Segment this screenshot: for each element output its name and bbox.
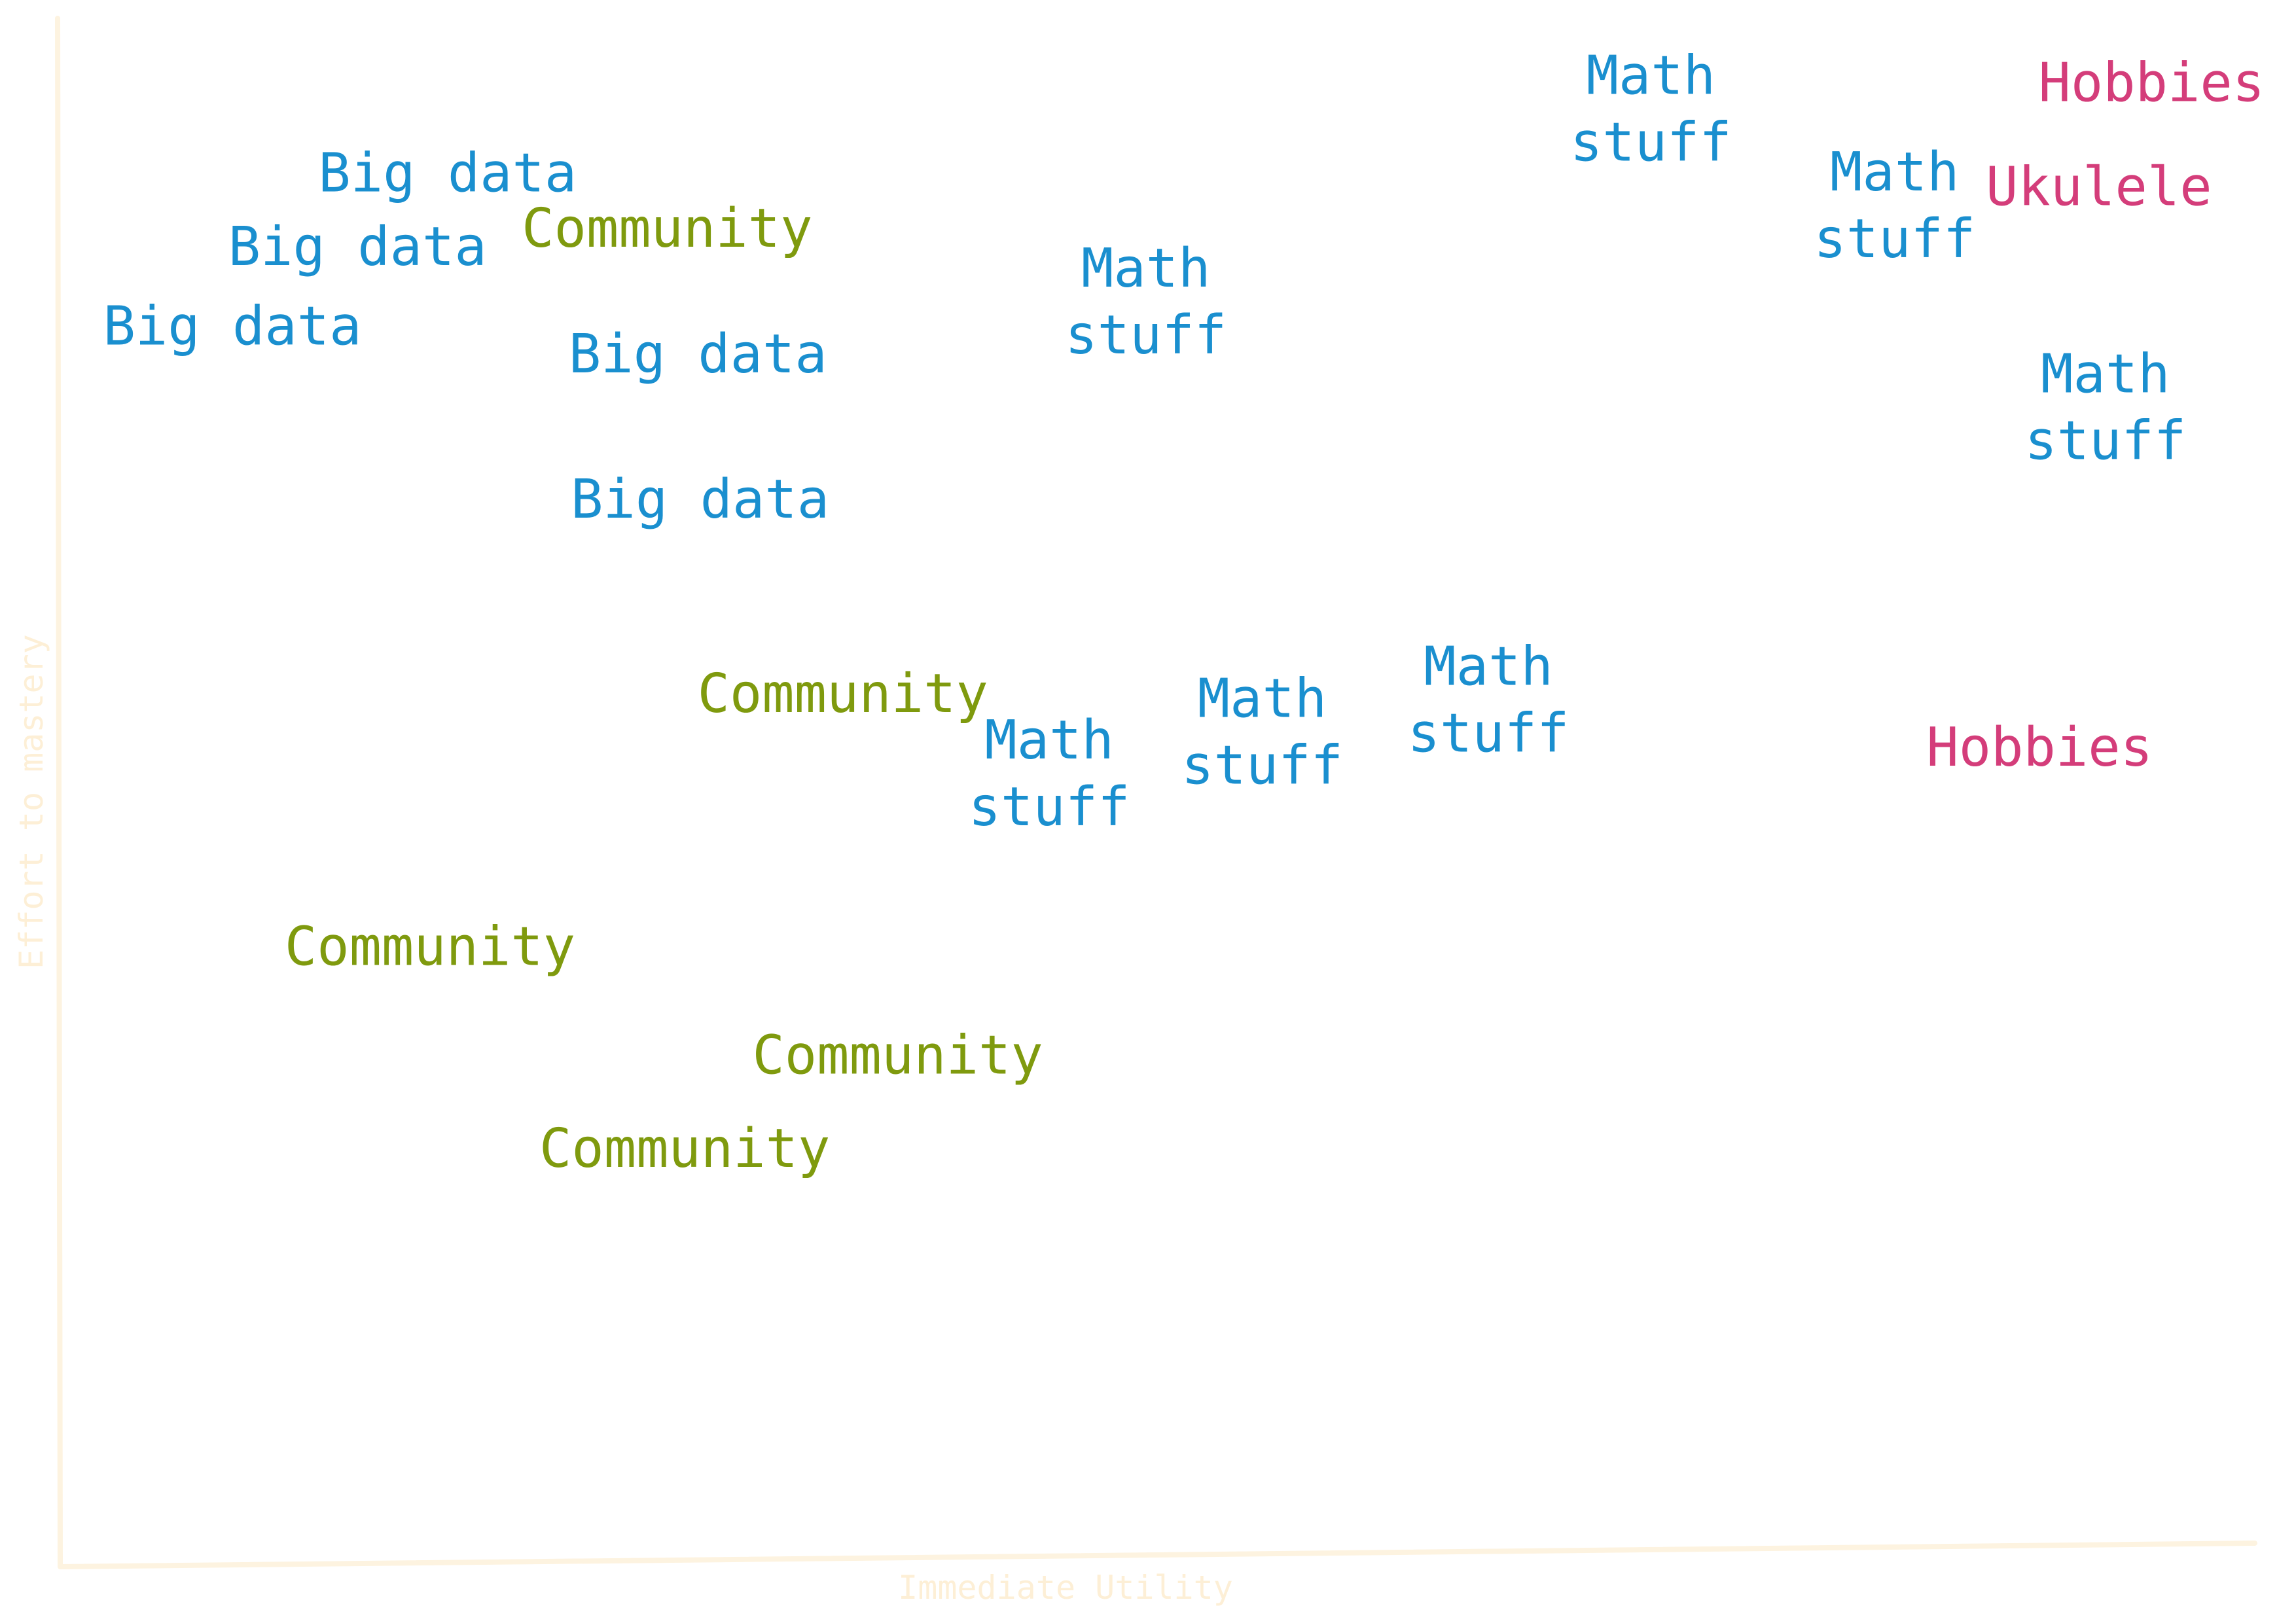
- point-label: Big data: [569, 323, 827, 385]
- point-label: Math stuff: [1814, 141, 1975, 270]
- point-label: Math stuff: [969, 709, 1130, 838]
- point-label: Big data: [103, 296, 362, 358]
- point-label: Community: [752, 1024, 1043, 1086]
- point-label: Math stuff: [1408, 636, 1570, 765]
- point-label: Community: [539, 1118, 830, 1180]
- point-label: Math stuff: [2024, 344, 2186, 473]
- x-axis-title: Immediate Utility: [898, 1569, 1233, 1607]
- point-label: Big data: [571, 469, 829, 531]
- point-label: Hobbies: [2039, 52, 2265, 115]
- point-label: Math stuff: [1065, 238, 1227, 366]
- point-label: Ukulele: [1986, 156, 2212, 219]
- point-label: Math stuff: [1181, 668, 1343, 797]
- point-label: Big data: [318, 143, 577, 205]
- point-label: Community: [285, 916, 575, 978]
- point-label: Community: [522, 198, 812, 260]
- chart-axes: [55, 16, 2257, 1569]
- y-axis-title: Effort to mastery: [12, 634, 50, 969]
- labeled-points: Big data Big data Big data Big data Big data…: [103, 45, 2265, 1180]
- point-label: Hobbies: [1926, 717, 2153, 779]
- point-label: Math stuff: [1570, 45, 1732, 173]
- point-label: Community: [698, 663, 988, 725]
- point-label: Big data: [228, 216, 487, 278]
